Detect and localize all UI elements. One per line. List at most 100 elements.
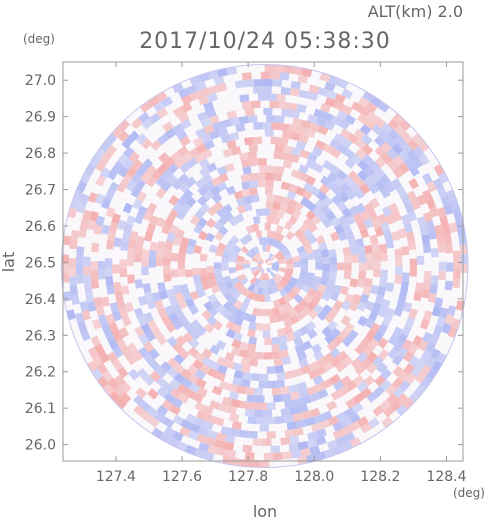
heatmap-cell — [345, 380, 358, 392]
y-tick-label: 26.2 — [25, 365, 56, 381]
heatmap-cell — [128, 410, 141, 423]
heatmap-cell — [94, 327, 106, 339]
heatmap-cell — [275, 282, 284, 292]
heatmap-cell — [163, 426, 176, 438]
heatmap-cell — [261, 136, 271, 144]
heatmap-cell — [364, 118, 377, 130]
heatmap-cell — [392, 326, 404, 338]
heatmap-cell — [161, 329, 173, 341]
heatmap-cell — [307, 234, 318, 245]
heatmap-cell — [348, 142, 360, 154]
heatmap-cell — [169, 116, 182, 128]
heatmap-cell — [392, 354, 404, 366]
heatmap-cell — [397, 174, 409, 186]
heatmap-cell — [187, 346, 199, 358]
heatmap-cell — [320, 167, 332, 178]
heatmap-cell — [118, 307, 129, 319]
heatmap-cell — [278, 101, 289, 110]
heatmap-cell — [245, 224, 254, 234]
heatmap-cell — [109, 302, 119, 313]
heatmap-cell — [356, 351, 369, 363]
heatmap-cell — [238, 415, 249, 424]
heatmap-cell — [94, 343, 106, 356]
heatmap-cell — [360, 422, 373, 434]
heatmap-cell — [283, 318, 293, 328]
heatmap-cell — [368, 338, 380, 350]
heatmap-cell — [299, 270, 308, 278]
heatmap-cell — [246, 129, 257, 138]
heatmap-cell — [172, 106, 185, 118]
heatmap-cell — [403, 350, 415, 363]
heatmap-cell — [140, 138, 153, 150]
heatmap-cell — [267, 271, 274, 280]
heatmap-cell — [403, 363, 415, 375]
heatmap-cell — [83, 274, 92, 285]
heatmap-cell — [98, 335, 109, 347]
heatmap-cell — [306, 401, 318, 411]
heatmap-cell — [155, 344, 167, 357]
heatmap-cell — [433, 198, 444, 210]
heatmap-cell — [283, 377, 294, 387]
heatmap-cell — [205, 436, 217, 447]
heatmap-cell — [61, 244, 70, 255]
heatmap-cell — [399, 310, 410, 322]
heatmap-cell — [260, 71, 271, 80]
heatmap-cell — [263, 208, 271, 216]
heatmap-cell — [292, 255, 301, 263]
heatmap-cell — [293, 261, 301, 268]
heatmap-cell — [181, 341, 193, 353]
heatmap-cell — [392, 113, 405, 125]
heatmap-cell — [117, 196, 128, 208]
heatmap-cell — [412, 335, 423, 347]
heatmap-cell — [184, 323, 196, 335]
heatmap-cell — [269, 245, 276, 254]
heatmap-cell — [380, 252, 388, 262]
heatmap-cell — [343, 431, 356, 443]
heatmap-cell — [308, 336, 320, 347]
heatmap-cell — [98, 242, 107, 253]
heatmap-cell — [342, 278, 351, 288]
heatmap-cell — [266, 158, 276, 166]
heatmap-cell — [301, 283, 311, 293]
heatmap-cell — [204, 287, 214, 298]
heatmap-cell — [299, 82, 311, 92]
heatmap-cell — [185, 245, 195, 255]
heatmap-cell — [400, 193, 411, 206]
heatmap-cell — [354, 286, 364, 296]
heatmap-cell — [272, 107, 282, 116]
heatmap-cell — [262, 280, 268, 288]
heatmap-cell — [378, 130, 391, 142]
heatmap-cell — [387, 265, 396, 275]
heatmap-cell — [218, 380, 230, 391]
heatmap-cell — [422, 279, 432, 290]
heatmap-cell — [204, 78, 216, 88]
heatmap-cell — [341, 300, 352, 312]
heatmap-cell — [192, 274, 202, 284]
heatmap-cell — [392, 340, 404, 353]
heatmap-cell — [163, 86, 176, 98]
heatmap-cell — [200, 274, 209, 284]
heatmap-cell — [241, 101, 252, 110]
heatmap-cell — [72, 303, 82, 315]
heatmap-cell — [292, 375, 303, 385]
heatmap-cell — [103, 359, 115, 372]
heatmap-cell — [140, 218, 150, 230]
heatmap-cell — [401, 272, 410, 282]
heatmap-cell — [184, 141, 197, 152]
heatmap-cell — [141, 248, 150, 259]
heatmap-cell — [80, 329, 91, 342]
heatmap-cell — [188, 338, 200, 349]
heatmap-cell — [267, 380, 277, 389]
heatmap-cell — [208, 335, 220, 346]
heatmap-cell — [437, 279, 446, 290]
heatmap-cell — [128, 331, 140, 343]
heatmap-cell — [172, 236, 182, 247]
heatmap-cell — [244, 122, 254, 131]
heatmap-cell — [78, 227, 87, 239]
heatmap-cell — [263, 452, 274, 461]
heatmap-cell — [222, 148, 234, 158]
heatmap-cell — [167, 163, 179, 175]
heatmap-cell — [349, 420, 361, 432]
heatmap-cell — [232, 354, 243, 364]
heatmap-cell — [242, 444, 253, 453]
